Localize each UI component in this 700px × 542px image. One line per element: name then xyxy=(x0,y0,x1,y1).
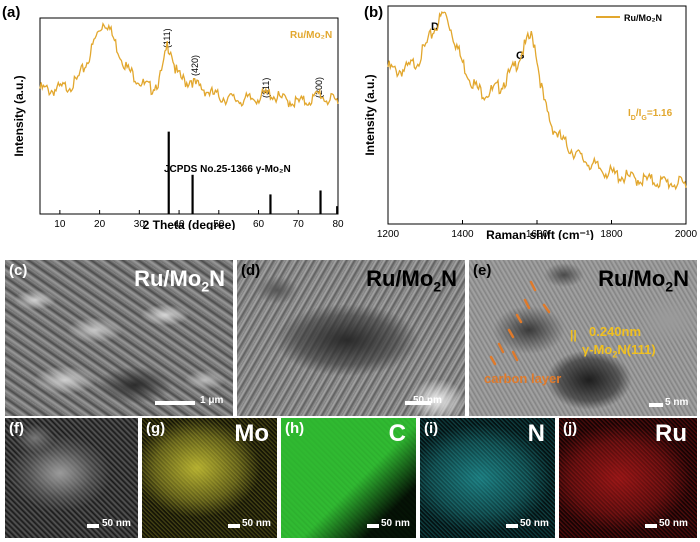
tem-image-panel-d: (d) Ru/Mo2N 50 nm xyxy=(237,260,465,416)
panel-c-title: Ru/Mo2N xyxy=(134,266,225,295)
xrd-x-tick-label: 10 xyxy=(54,219,66,230)
panel-j-element: Ru xyxy=(655,420,687,447)
haadf-image-panel-f: (f) 50 nm xyxy=(5,418,138,538)
panel-c-letter: (c) xyxy=(9,262,28,279)
panel-h-letter: (h) xyxy=(285,420,305,437)
eds-map-n-panel-i: (i) N 50 nm xyxy=(420,418,555,538)
panel-i-scale-label: 50 nm xyxy=(520,518,549,529)
xrd-x-ticks: 10 20 30 40 50 60 70 80 xyxy=(54,210,344,230)
raman-x-tick-label: 1800 xyxy=(600,229,623,240)
raman-band-d: D xyxy=(431,21,439,33)
panel-d-letter: (d) xyxy=(241,262,261,279)
panel-j-letter: (j) xyxy=(563,420,578,437)
panel-d-scale-bar xyxy=(405,401,431,405)
raman-band-g: G xyxy=(516,50,525,62)
xrd-x-tick-label: 70 xyxy=(293,219,305,230)
panel-e-title: Ru/Mo2N xyxy=(598,266,689,295)
raman-chart: Intensity (a.u.) Raman shift (cm⁻¹) Ru/M… xyxy=(363,5,698,240)
panel-i-element: N xyxy=(527,420,545,447)
raman-x-tick-label: 1200 xyxy=(377,229,400,240)
xrd-legend-label: Ru/Mo₂N xyxy=(290,30,332,41)
xrd-series-line xyxy=(39,22,339,109)
panel-f-scale-bar xyxy=(87,524,99,528)
eds-map-mo-panel-g: (g) Mo 50 nm xyxy=(142,418,277,538)
xrd-x-tick-label: 20 xyxy=(94,219,106,230)
panel-g-scale-label: 50 nm xyxy=(242,518,271,529)
panel-e-lattice-spacing: 0.240nm xyxy=(589,324,642,339)
panel-e-scale-bar xyxy=(649,403,663,407)
panel-f-letter: (f) xyxy=(9,420,24,437)
panel-i-letter: (i) xyxy=(424,420,439,437)
xrd-plot-frame xyxy=(39,17,339,215)
xrd-peak-420: (420) xyxy=(190,55,200,76)
lattice-marker-icon: || xyxy=(570,328,577,342)
panel-g-letter: (g) xyxy=(146,420,166,437)
panel-c-scale-label: 1 μm xyxy=(200,395,224,406)
xrd-x-tick-label: 60 xyxy=(253,219,265,230)
panel-f-scale-label: 50 nm xyxy=(102,518,131,529)
panel-h-scale-label: 50 nm xyxy=(381,518,410,529)
panel-h-element: C xyxy=(388,420,406,447)
panel-c-scale-bar xyxy=(155,401,195,405)
panel-j-scale-label: 50 nm xyxy=(659,518,688,529)
xrd-ylabel: Intensity (a.u.) xyxy=(12,75,26,156)
panel-e-letter: (e) xyxy=(473,262,492,279)
eds-map-c-panel-h: (h) C 50 nm xyxy=(281,418,416,538)
hrtem-image-panel-e: (e) Ru/Mo2N 0.240nm γ-Mo2N(111) || carbo… xyxy=(469,260,697,416)
xrd-reference-lines xyxy=(167,131,339,214)
panel-e-scale-label: 5 nm xyxy=(665,397,689,408)
panel-a-letter: (a) xyxy=(2,4,21,21)
panel-d-scale-label: 50 nm xyxy=(413,395,442,406)
xrd-x-tick-label: 50 xyxy=(213,219,225,230)
xrd-peak-111: (111) xyxy=(162,28,172,48)
xrd-xlabel: 2 Theta (degree) xyxy=(143,218,236,230)
xrd-peak-200: (200) xyxy=(314,77,324,98)
panel-j-scale-bar xyxy=(645,524,657,528)
xrd-reference-label: JCPDS No.25-1366 γ-Mo₂N xyxy=(164,164,291,175)
panel-e-carbon-label: carbon layer xyxy=(484,371,562,386)
eds-map-ru-panel-j: (j) Ru 50 nm xyxy=(559,418,697,538)
xrd-x-tick-label: 80 xyxy=(332,219,344,230)
raman-ylabel: Intensity (a.u.) xyxy=(363,74,377,155)
xrd-x-tick-label: 40 xyxy=(174,219,186,230)
raman-legend-label: Ru/Mo₂N xyxy=(624,13,662,23)
xrd-chart: Intensity (a.u.) 2 Theta (degree) Ru/Mo₂… xyxy=(12,17,344,230)
raman-x-tick-label: 1600 xyxy=(526,229,549,240)
panel-h-scale-bar xyxy=(367,524,379,528)
xrd-x-tick-label: 30 xyxy=(134,219,146,230)
raman-ratio: ID/IG=1.16 xyxy=(628,108,673,122)
raman-x-tick-label: 1400 xyxy=(451,229,474,240)
raman-xlabel: Raman shift (cm⁻¹) xyxy=(486,228,594,240)
panel-g-element: Mo xyxy=(234,420,269,447)
raman-series-line xyxy=(387,10,687,191)
raman-x-ticks: 1200 1400 1600 1800 2000 xyxy=(377,220,698,240)
panel-b-letter: (b) xyxy=(364,4,384,21)
carbon-layer-dashes xyxy=(489,280,551,366)
panel-g-scale-bar xyxy=(228,524,240,528)
panel-d-title: Ru/Mo2N xyxy=(366,266,457,295)
sem-image-panel-c: (c) Ru/Mo2N 1 μm xyxy=(5,260,233,416)
panel-i-scale-bar xyxy=(506,524,518,528)
raman-x-tick-label: 2000 xyxy=(675,229,698,240)
panel-e-lattice-plane: γ-Mo2N(111) xyxy=(582,342,656,360)
